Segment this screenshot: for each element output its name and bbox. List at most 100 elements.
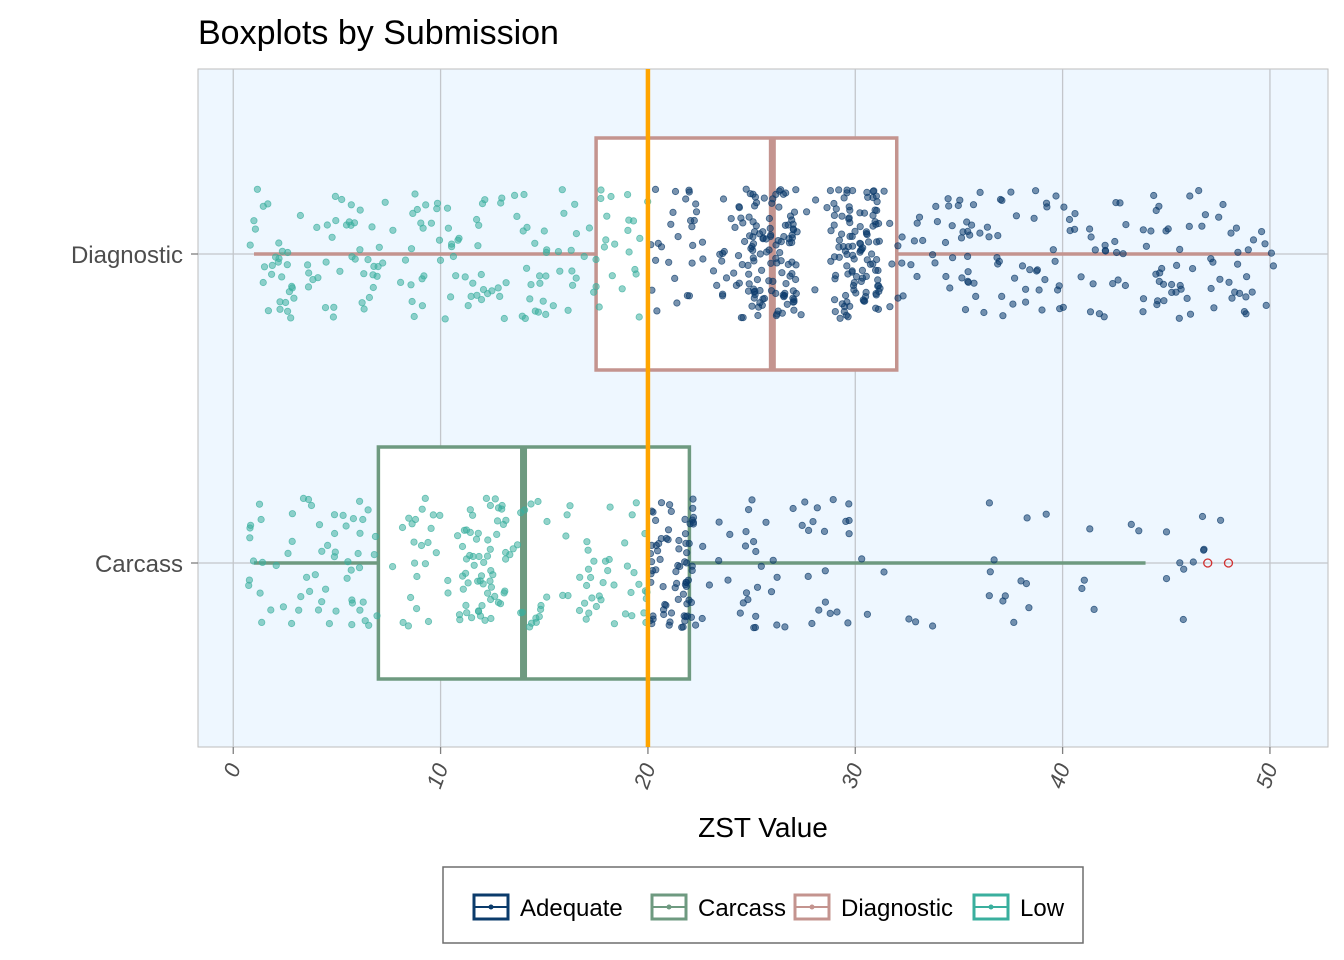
jitter-point (580, 252, 588, 261)
jitter-point (907, 261, 915, 269)
jitter-point (665, 258, 673, 266)
jitter-point (652, 566, 660, 574)
jitter-point (339, 511, 347, 520)
jitter-point (804, 526, 813, 535)
jitter-point (411, 190, 419, 198)
jitter-point (749, 537, 758, 546)
jitter-point (651, 185, 660, 193)
jitter-point (288, 510, 296, 518)
jitter-point (789, 294, 797, 302)
jitter-point (769, 556, 777, 564)
jitter-point (487, 583, 495, 591)
jitter-point (689, 504, 697, 512)
jitter-point (856, 209, 864, 217)
jitter-point (1010, 274, 1019, 282)
jitter-point (792, 186, 800, 194)
jitter-point (1186, 192, 1194, 200)
x-tick-label: 10 (421, 759, 453, 791)
jitter-point (715, 556, 723, 565)
jitter-point (1121, 281, 1130, 290)
jitter-point (281, 298, 290, 307)
jitter-point (715, 518, 723, 526)
jitter-point (1032, 187, 1040, 195)
jitter-point (1267, 249, 1276, 257)
jitter-point (1087, 233, 1095, 241)
jitter-point (305, 587, 314, 596)
jitter-point (862, 272, 870, 280)
jitter-point (1055, 282, 1063, 290)
jitter-point (364, 255, 372, 264)
jitter-point (513, 541, 522, 549)
jitter-point (356, 606, 364, 614)
jitter-point (462, 555, 471, 563)
jitter-point (776, 249, 784, 257)
jitter-point (1189, 264, 1197, 273)
jitter-point (843, 186, 851, 194)
jitter-point (347, 566, 355, 574)
jitter-point (313, 223, 321, 231)
jitter-point (279, 603, 287, 611)
jitter-point (649, 508, 657, 516)
jitter-point (304, 495, 313, 504)
jitter-point (1217, 516, 1225, 524)
jitter-point (1042, 199, 1051, 207)
box-carcass (253, 445, 1234, 681)
jitter-point (260, 263, 269, 271)
jitter-point (443, 204, 452, 212)
jitter-point (470, 561, 478, 569)
jitter-point (543, 593, 551, 601)
jitter-point (742, 527, 750, 536)
jitter-point (841, 291, 850, 300)
jitter-point (752, 547, 760, 556)
jitter-point (455, 234, 463, 242)
jitter-point (911, 618, 920, 626)
jitter-point (307, 501, 316, 510)
jitter-point (821, 567, 829, 575)
jitter-point (1228, 294, 1236, 302)
jitter-point (247, 521, 255, 529)
y-axis-ticks: Diagnostic Carcass (71, 242, 198, 578)
jitter-point (302, 573, 311, 581)
jitter-point (288, 282, 296, 290)
jitter-point (435, 236, 444, 244)
jitter-point (699, 255, 707, 263)
jitter-point (562, 532, 570, 540)
jitter-point (251, 225, 259, 233)
jitter-point (671, 187, 680, 196)
jitter-point (985, 233, 993, 241)
jitter-point (1172, 288, 1180, 296)
jitter-point (256, 589, 264, 597)
jitter-point (520, 506, 529, 514)
jitter-point (568, 267, 576, 275)
jitter-point (872, 291, 880, 299)
jitter-point (801, 498, 809, 506)
jitter-point (330, 529, 339, 538)
jitter-point (318, 598, 326, 606)
jitter-point (447, 243, 456, 251)
jitter-point (444, 589, 452, 597)
jitter-point (691, 621, 700, 629)
jitter-point (475, 552, 483, 561)
jitter-point (1042, 510, 1050, 518)
jitter-point (1091, 246, 1099, 254)
jitter-point (872, 238, 881, 246)
y-tick-label: Diagnostic (71, 242, 183, 269)
jitter-point (1109, 279, 1117, 288)
jitter-point (675, 545, 683, 553)
jitter-point (558, 186, 566, 194)
legend: Adequate Carcass Diagnostic Low (442, 866, 1084, 944)
jitter-point (606, 503, 614, 511)
jitter-point (994, 260, 1002, 268)
jitter-point (964, 268, 972, 276)
jitter-point (1168, 280, 1176, 289)
jitter-point (783, 300, 791, 308)
jitter-point (998, 196, 1006, 204)
jitter-point (864, 238, 873, 246)
jitter-point (845, 203, 853, 211)
jitter-point (1060, 203, 1068, 211)
jitter-point (789, 225, 797, 233)
jitter-point (767, 259, 775, 267)
jitter-point (321, 585, 330, 593)
jitter-point (407, 281, 415, 289)
jitter-point (656, 555, 664, 564)
